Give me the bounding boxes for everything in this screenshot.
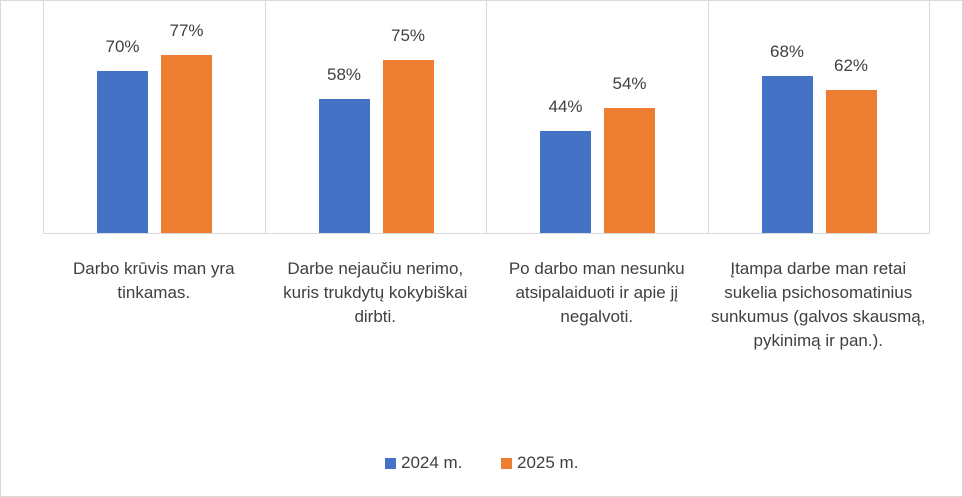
separator [929, 1, 930, 234]
category-label: Po darbo man nesunku atsipalaiduoti ir a… [508, 259, 685, 326]
data-label: 62% [833, 55, 869, 75]
bar [761, 75, 813, 233]
category-label: Įtampa darbe man retai sukelia psichosom… [711, 259, 926, 350]
legend-label: 2025 m. [517, 453, 579, 472]
data-label: 44% [548, 97, 583, 117]
separator [486, 1, 487, 234]
legend-label: 2024 m. [401, 453, 463, 472]
data-label: 58% [326, 65, 362, 85]
separator [707, 1, 709, 234]
separator [264, 1, 266, 234]
category-label: Darbo krūvis man yra tinkamas. [72, 259, 235, 302]
bar [604, 108, 655, 233]
bar [825, 89, 877, 233]
data-label: 68% [769, 41, 805, 61]
bar [540, 131, 591, 233]
bar [318, 99, 370, 233]
legend-item: 2025 m. [501, 453, 578, 473]
data-label: 77% [169, 21, 204, 41]
legend-swatch [385, 457, 396, 469]
bar [382, 59, 434, 233]
category-label: Darbe nejaučiu nerimo, kuris trukdytų ko… [283, 259, 468, 326]
data-label: 70% [105, 37, 140, 57]
separator [43, 1, 44, 234]
legend-item: 2024 m. [385, 453, 462, 473]
bar [97, 71, 148, 233]
legend-swatch [501, 457, 512, 469]
bar [161, 55, 212, 233]
data-label: 75% [390, 25, 426, 45]
data-label: 54% [612, 74, 647, 94]
